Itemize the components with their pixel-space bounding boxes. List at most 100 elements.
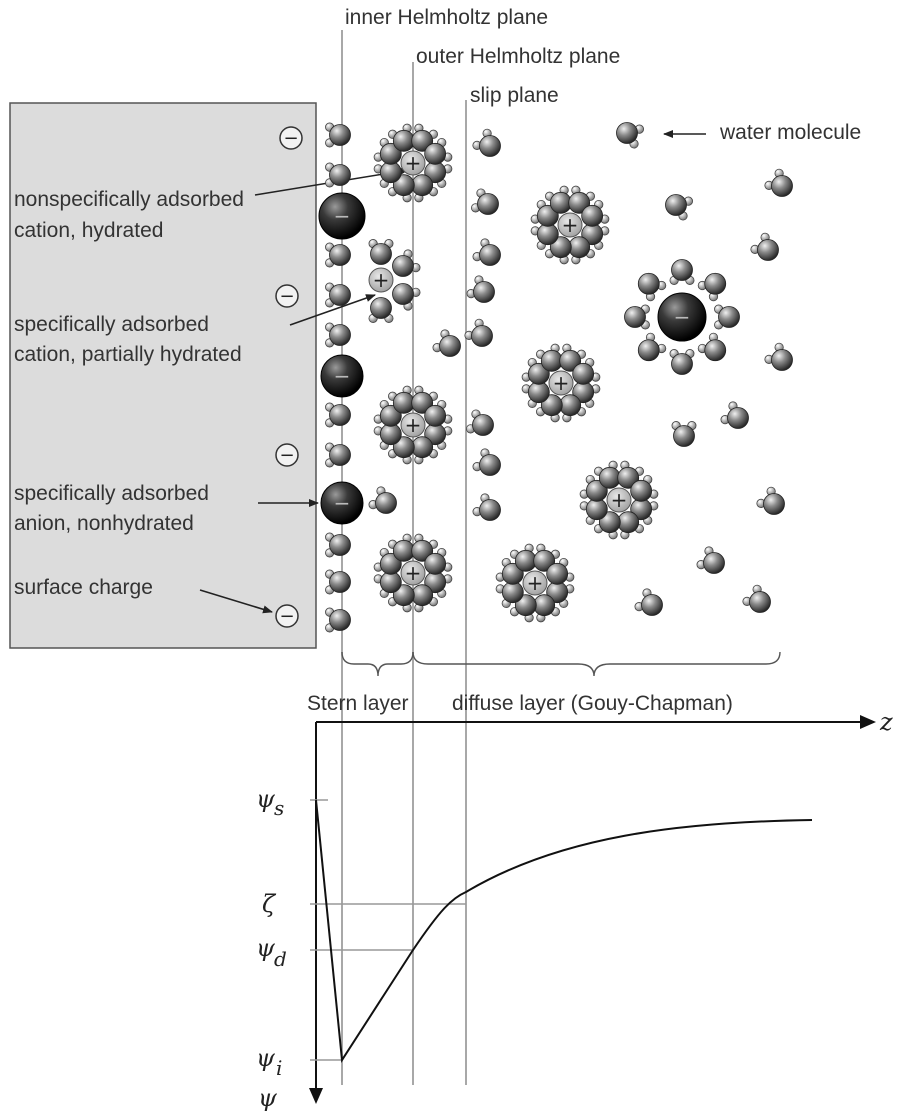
hydration-water [373,137,402,165]
nonspecific-cation-label-1: nonspecifically adsorbed [14,188,244,211]
hydration-water [579,498,608,526]
water-molecule [616,122,645,149]
hydration-water [535,394,563,423]
hydration-water [495,581,524,609]
water-molecule [671,421,697,447]
water-molecule [756,486,785,515]
water-molecule [634,588,663,616]
water-molecule [466,275,495,303]
psi-axis-arrowhead [309,1088,323,1104]
water-molecule-label: water molecule [719,121,861,144]
hydration-water [568,185,596,214]
minus-sign: − [674,305,691,329]
surface-charge-symbol: − [275,443,299,467]
water-molecule [472,448,501,476]
hydration-water [630,498,659,526]
hydration-water [387,385,415,414]
svg-text:d: d [274,947,287,971]
water-molecule [750,232,779,261]
diffuse-layer-brace [412,651,781,677]
particles-layer: − − − − − − − + + + + + + + + − [275,122,793,633]
hydration-water [411,174,439,203]
hydrated-cation: + [548,370,574,396]
hydration-water [572,357,601,385]
hydration-water [669,349,695,375]
hydration-water [546,557,575,585]
hydration-water [373,571,402,599]
inner-helmholtz-label: inner Helmholtz plane [345,6,548,29]
specific-cation-label-1: specifically adsorbed [14,313,209,336]
svg-text:i: i [276,1056,282,1080]
hydration-water [544,236,572,265]
hydration-water [509,543,537,572]
hydration-water [411,584,439,613]
psi-s-label: ψ s [256,785,284,820]
hydration-water [579,474,608,502]
hydration-water [535,343,563,372]
adsorbed-water [325,122,351,148]
surface-charge-label: surface charge [14,576,153,599]
adsorbed-water [325,402,351,428]
hydration-water [521,357,550,385]
hydrated-cation: + [522,570,548,596]
hydration-water [368,239,394,265]
psi-d-label: ψ d [256,934,287,971]
water-molecule [665,194,694,221]
water-molecule [470,188,499,215]
z-axis-label: z [879,708,893,736]
hydration-water [373,547,402,575]
hydration-water [530,199,559,227]
hydration-water [424,399,453,427]
electrode-surface [9,102,317,649]
adsorbed-water [325,242,351,268]
water-molecule [764,342,793,371]
water-molecule [696,546,725,574]
svg-text:s: s [274,796,284,820]
hydration-water [546,581,575,609]
water-molecule [472,128,501,157]
specific-cation-label-2: cation, partially hydrated [14,343,242,366]
hydrated-cation: + [557,212,583,238]
arrow-surface-charge [199,589,273,614]
minus-sign: − [279,606,294,627]
minus-sign: − [334,491,351,515]
psi-i-label: ψ i [256,1044,282,1080]
water-molecule [742,584,771,613]
hydration-water [544,185,572,214]
adsorbed-water [325,322,351,348]
water-molecule [368,486,397,514]
slip-plane-label: slip plane [470,84,559,107]
z-axis-arrowhead [860,715,876,729]
surface-charge-symbol: − [279,126,303,150]
water-molecule [464,318,493,347]
hydration-water [368,297,394,323]
hydration-water [714,304,740,330]
hydration-water [411,436,439,465]
svg-text:ψ: ψ [256,934,276,962]
adsorbed-water [325,569,351,595]
anion: − [318,192,366,240]
anion: − [657,292,707,342]
hydration-water [637,332,667,362]
hydrated-cation: + [400,560,426,586]
hydration-water [624,304,650,330]
hydration-water [411,385,439,414]
specific-anion-label-1: specifically adsorbed [14,482,209,505]
minus-sign: − [279,286,294,307]
hydration-water [424,571,453,599]
nonspecific-cation-label-2: cation, hydrated [14,219,163,242]
plus-sign: + [405,561,422,585]
hydration-water [593,511,621,540]
plus-sign: + [405,413,422,437]
plus-sign: + [553,371,570,395]
svg-text:+: + [373,268,390,292]
plus-sign: + [527,571,544,595]
partially-hydrated-cation: + [368,267,394,293]
hydration-water [424,137,453,165]
hydration-water [669,259,695,285]
surface-charge-symbol: − [275,604,299,628]
hydration-water [387,533,415,562]
adsorbed-water [325,162,351,188]
stern-layer-brace [341,651,414,677]
